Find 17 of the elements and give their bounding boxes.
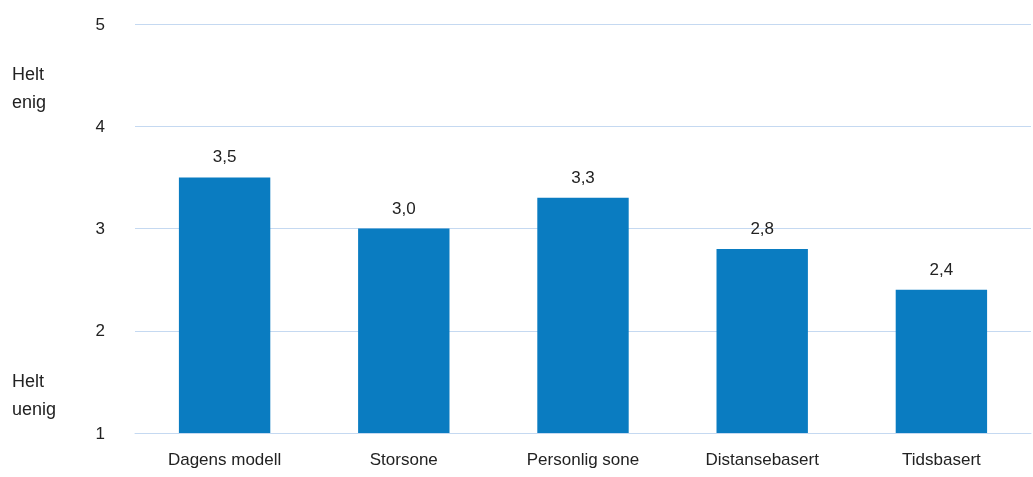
x-tick-label: Dagens modell: [167, 450, 282, 469]
x-tick-label: Storsone: [369, 450, 438, 469]
data-label: 3,3: [571, 167, 595, 187]
text: Helt uenig: [12, 370, 57, 419]
data-label: 3,0: [391, 198, 416, 218]
y-tick-label: 4: [95, 116, 105, 136]
y-tick-label: 2: [95, 321, 105, 341]
y-tick-label: 3: [95, 219, 105, 238]
data-label: 2,8: [750, 218, 775, 238]
y-tick-label: 1: [95, 423, 105, 443]
x-tick-label: Personlig sone: [526, 450, 640, 469]
data-label: 3,5: [212, 147, 237, 167]
x-tick-label: Distansebasert: [705, 450, 820, 469]
data-label: 2,4: [929, 259, 954, 279]
y-tick-label: 5: [95, 14, 105, 34]
text: Helt enig: [12, 64, 50, 113]
x-tick-label: Tidsbasert: [902, 450, 982, 469]
